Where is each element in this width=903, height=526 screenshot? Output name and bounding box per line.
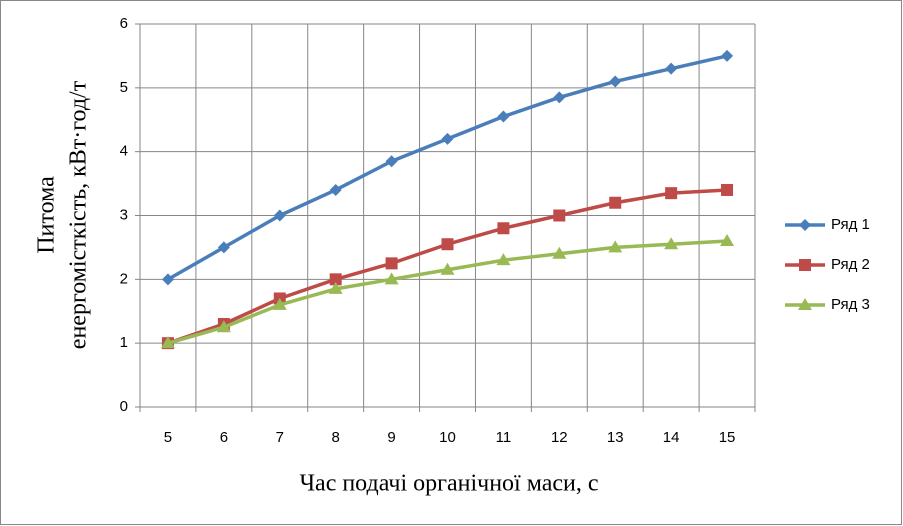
y-axis-label: Питома (34, 176, 60, 254)
data-point (328, 281, 343, 294)
data-point (385, 155, 398, 168)
data-point (665, 187, 678, 200)
legend-label: Ряд 1 (831, 216, 870, 233)
data-point (552, 246, 567, 259)
data-point (496, 253, 511, 266)
x-tick-label: 7 (276, 429, 284, 446)
data-point (721, 49, 734, 62)
data-point (329, 273, 342, 286)
data-point (273, 209, 286, 222)
data-point (161, 273, 174, 286)
data-point (720, 234, 735, 247)
data-point (384, 272, 399, 285)
y-tick-label: 5 (120, 79, 128, 96)
y-tick-label: 3 (120, 206, 128, 223)
data-point (664, 237, 679, 250)
x-tick-label: 6 (220, 429, 228, 446)
data-point (160, 336, 175, 349)
data-point (609, 75, 622, 88)
data-point (329, 183, 342, 196)
x-tick-label: 5 (164, 429, 172, 446)
x-tick-label: 13 (607, 429, 624, 446)
x-tick-label: 15 (719, 429, 736, 446)
y-tick-label: 1 (120, 334, 128, 351)
data-point (553, 209, 566, 222)
data-point (440, 262, 455, 275)
data-point (665, 62, 678, 75)
x-tick-label: 10 (439, 429, 456, 446)
data-point (441, 238, 454, 251)
x-tick-label: 11 (496, 429, 512, 446)
x-axis-label: Час подачі органічної маси, с (299, 471, 598, 497)
y-tick-label: 4 (120, 143, 128, 160)
data-point (217, 241, 230, 254)
legend-label: Ряд 3 (831, 296, 870, 313)
data-point (608, 240, 623, 253)
data-point (497, 222, 510, 235)
legend-marker (798, 298, 812, 310)
legend-marker (799, 259, 811, 271)
x-tick-label: 14 (663, 429, 680, 446)
y-tick-label: 0 (120, 398, 128, 415)
data-point (441, 132, 454, 145)
data-point (216, 320, 231, 333)
legend-label: Ряд 2 (831, 256, 870, 273)
x-tick-label: 8 (332, 429, 340, 446)
y-tick-label: 2 (120, 270, 128, 287)
y-axis-label: енергомісткість, кВт·год/т (66, 80, 92, 349)
data-point (553, 91, 566, 104)
data-point (497, 110, 510, 123)
x-tick-label: 12 (551, 429, 568, 446)
y-tick-label: 6 (120, 15, 128, 32)
data-point (272, 297, 287, 310)
data-point (721, 183, 734, 196)
x-tick-label: 9 (387, 429, 395, 446)
data-point (609, 196, 622, 209)
data-point (385, 257, 398, 270)
legend-marker (799, 219, 811, 231)
